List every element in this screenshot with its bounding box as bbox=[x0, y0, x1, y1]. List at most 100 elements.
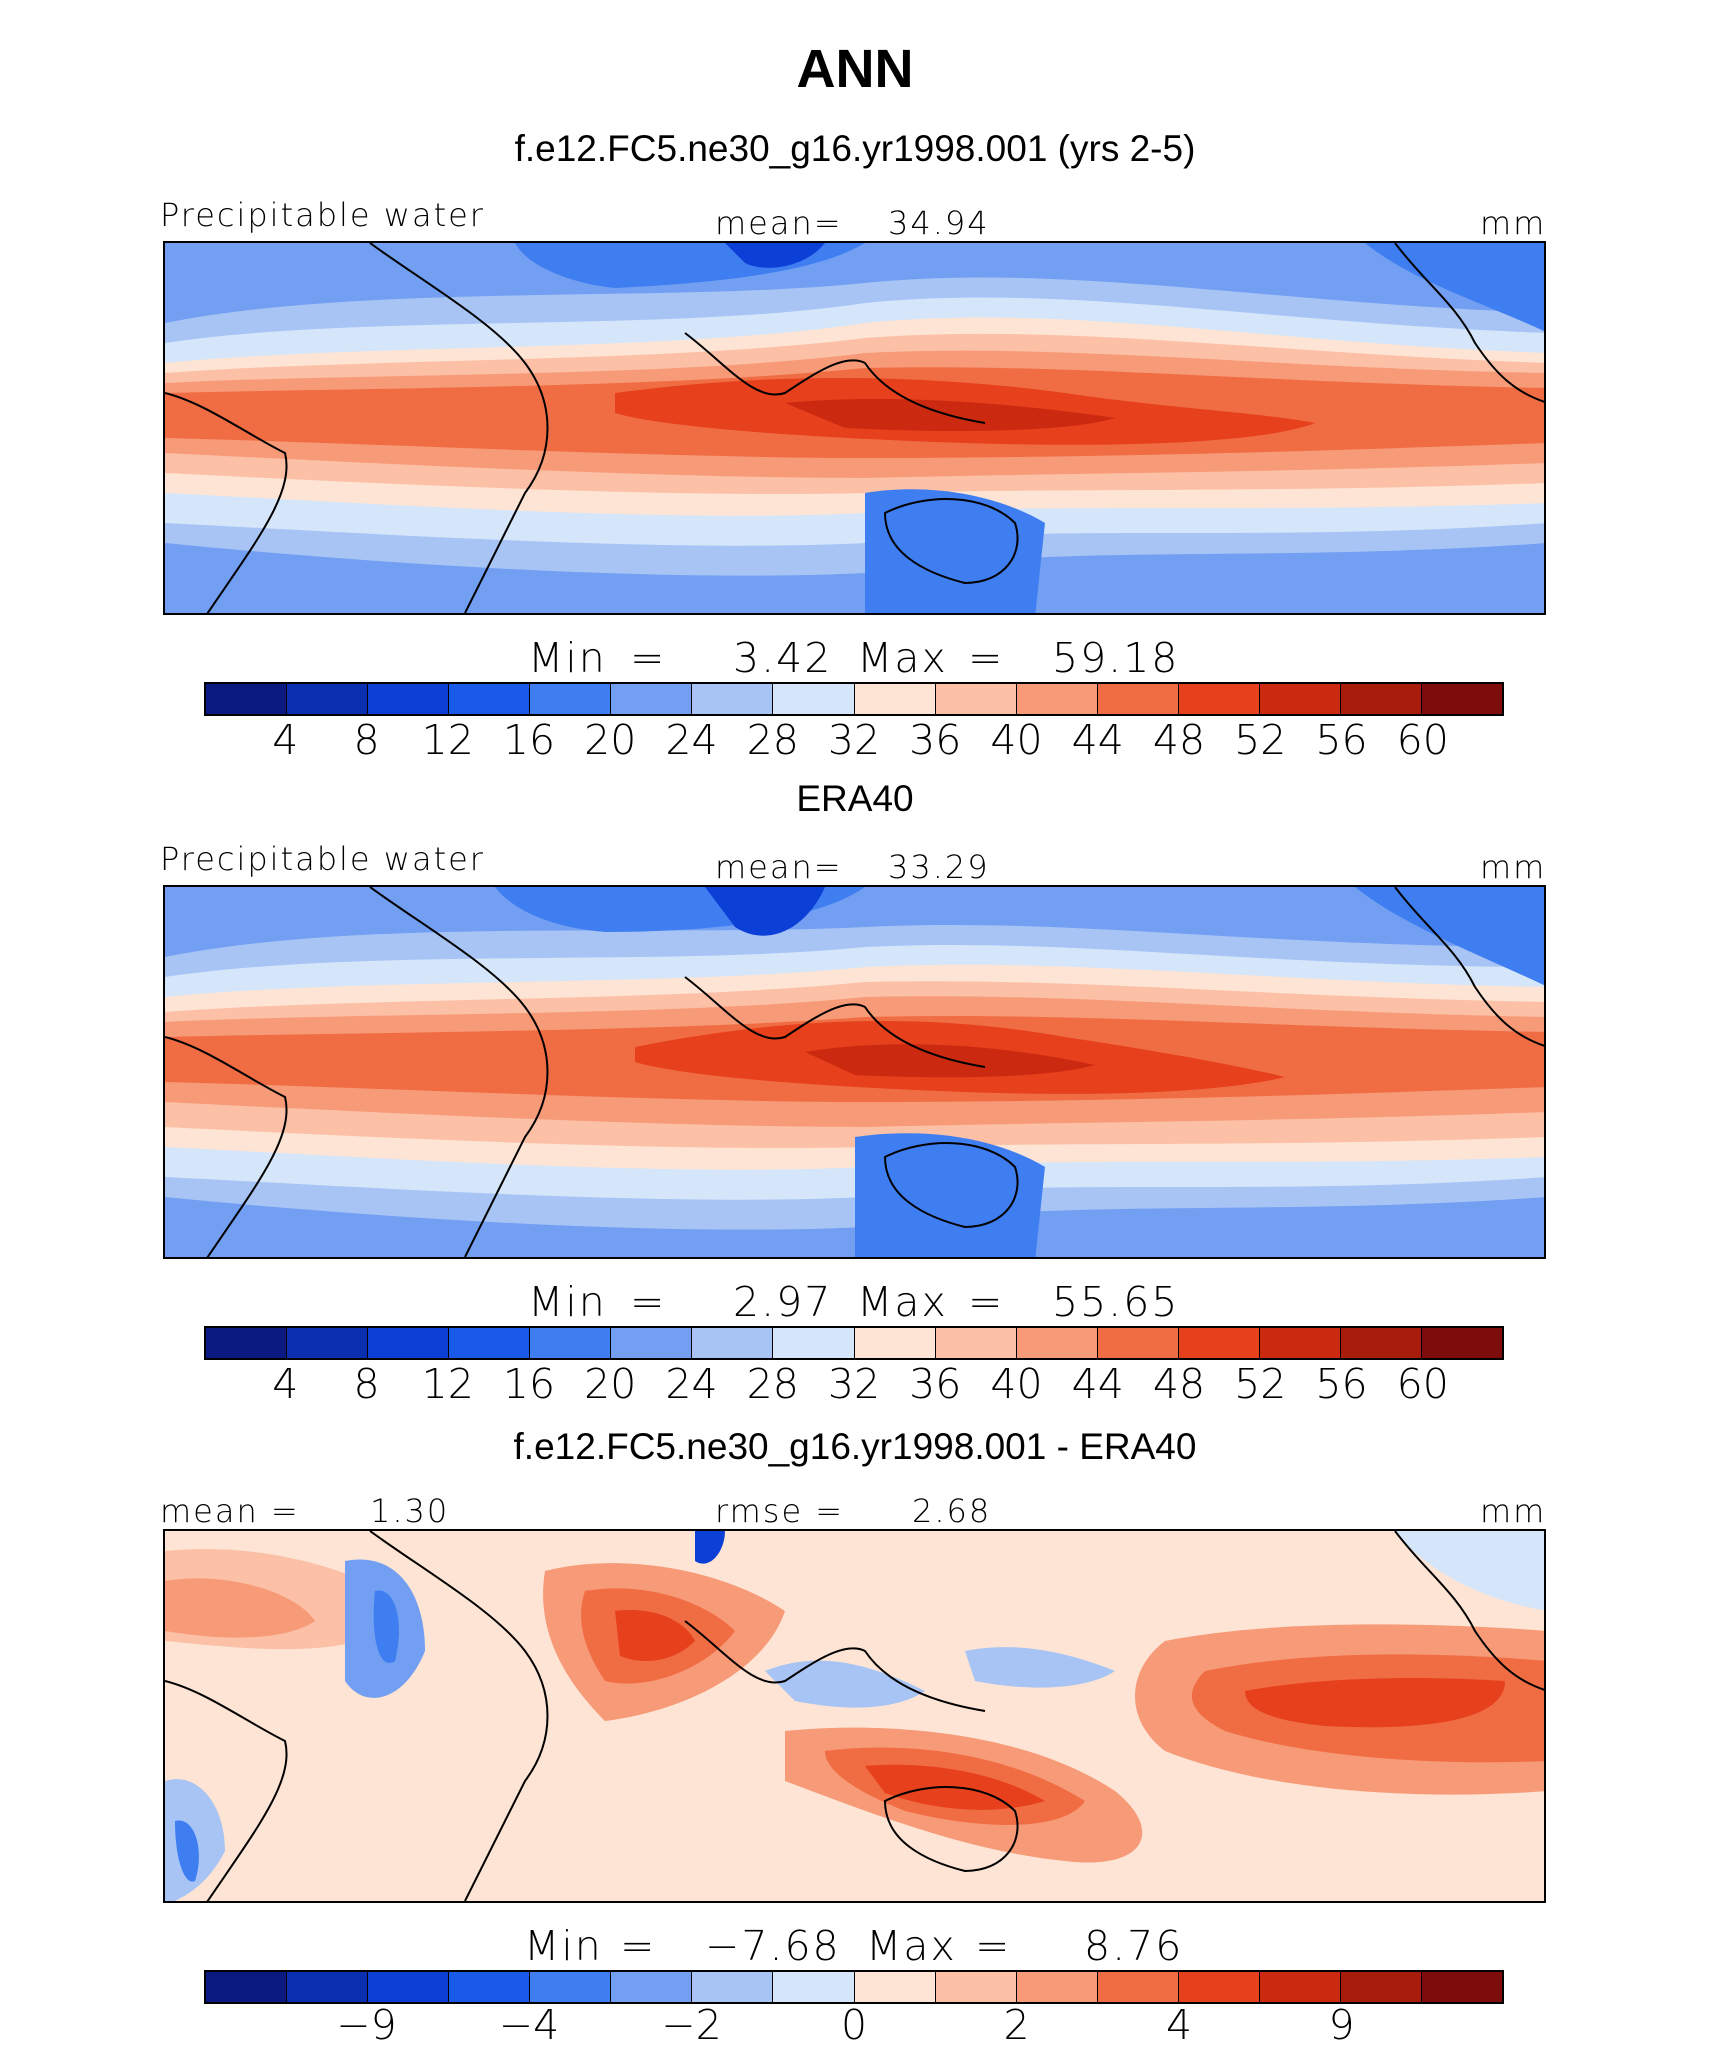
colorbar-tick-label: 56 bbox=[1315, 1360, 1368, 1408]
panel-2-contour-field bbox=[165, 887, 1544, 1257]
colorbar-tick-label: 2 bbox=[1003, 2001, 1030, 2049]
colorbar-swatch bbox=[692, 1972, 774, 2002]
colorbar-tick-label: 12 bbox=[421, 716, 474, 764]
colorbar-tick-label: −2 bbox=[661, 2001, 722, 2049]
panel-1-min-value: 3.42 bbox=[733, 634, 833, 682]
colorbar-tick-label: 16 bbox=[502, 1360, 556, 1408]
colorbar-tick-label: 60 bbox=[1396, 1360, 1449, 1408]
colorbar-swatch bbox=[1178, 1972, 1260, 2002]
colorbar-swatch bbox=[1178, 1328, 1260, 1358]
colorbar-tick-label: 40 bbox=[990, 716, 1043, 764]
colorbar-tick-label: 44 bbox=[1071, 1360, 1124, 1408]
colorbar-tick-label: 0 bbox=[840, 2001, 868, 2049]
panel-2-min-eq: = bbox=[630, 1278, 667, 1326]
colorbar-tick-label: 12 bbox=[421, 1360, 474, 1408]
colorbar-swatch bbox=[611, 1972, 693, 2002]
colorbar-tick-label: 32 bbox=[827, 716, 881, 764]
colorbar-swatch bbox=[287, 1972, 369, 2002]
colorbar-tick-label: 28 bbox=[746, 1360, 799, 1408]
panel-3-colorbar bbox=[204, 1970, 1504, 2004]
colorbar-tick-label: −4 bbox=[498, 2001, 560, 2049]
colorbar-swatch bbox=[1016, 1972, 1098, 2002]
colorbar-tick-label: 36 bbox=[909, 1360, 962, 1408]
colorbar-swatch bbox=[854, 1972, 936, 2002]
colorbar-tick-label: 4 bbox=[272, 716, 299, 764]
colorbar-swatch bbox=[1340, 1328, 1422, 1358]
colorbar-swatch bbox=[206, 684, 288, 714]
panel-1-mean-label: mean= bbox=[715, 204, 843, 242]
colorbar-swatch bbox=[935, 1328, 1017, 1358]
panel-3-title: f.e12.FC5.ne30_g16.yr1998.001 - ERA40 bbox=[513, 1426, 1197, 1467]
colorbar-tick-label: 16 bbox=[502, 716, 556, 764]
panel-3-min-eq: = bbox=[620, 1922, 657, 1970]
panel-2-map bbox=[163, 885, 1546, 1259]
panel-1-max-label: Max bbox=[857, 634, 948, 682]
colorbar-swatch bbox=[1421, 1972, 1502, 2002]
panel-2-units: mm bbox=[1480, 848, 1547, 886]
panel-3-rmse-value: 2.68 bbox=[912, 1492, 992, 1530]
panel-1-contour-field bbox=[165, 243, 1544, 613]
colorbar-swatch bbox=[854, 1328, 936, 1358]
panel-3-units: mm bbox=[1480, 1492, 1547, 1530]
colorbar-swatch bbox=[773, 1972, 855, 2002]
colorbar-swatch bbox=[530, 1328, 612, 1358]
colorbar-swatch bbox=[530, 1972, 612, 2002]
colorbar-tick-label: 4 bbox=[272, 1360, 299, 1408]
colorbar-swatch bbox=[206, 1972, 288, 2002]
colorbar-swatch bbox=[935, 1972, 1017, 2002]
colorbar-tick-label: 8 bbox=[353, 1360, 380, 1408]
panel-2-mean-value: 33.29 bbox=[888, 848, 990, 886]
colorbar-tick-label: 48 bbox=[1152, 716, 1206, 764]
colorbar-swatch bbox=[1016, 1328, 1098, 1358]
panel-2-max-value: 55.65 bbox=[1052, 1278, 1180, 1326]
panel-3-mean-value: 1.30 bbox=[370, 1492, 450, 1530]
panel-3-max-value: 8.76 bbox=[1084, 1922, 1184, 1970]
colorbar-tick-label: 48 bbox=[1152, 1360, 1206, 1408]
panel-3-contour-field bbox=[165, 1531, 1544, 1901]
colorbar-swatch bbox=[611, 684, 693, 714]
colorbar-tick-label: 40 bbox=[990, 1360, 1043, 1408]
colorbar-tick-label: 60 bbox=[1396, 716, 1449, 764]
panel-1-min-eq: = bbox=[630, 634, 667, 682]
colorbar-tick-label: 8 bbox=[353, 716, 380, 764]
colorbar-swatch bbox=[1259, 1328, 1341, 1358]
colorbar-tick-label: 52 bbox=[1234, 716, 1287, 764]
colorbar-swatch bbox=[1259, 684, 1341, 714]
panel-3-min-label: Min bbox=[524, 1922, 603, 1970]
colorbar-tick-label: 9 bbox=[1328, 2001, 1355, 2049]
colorbar-swatch bbox=[1097, 1972, 1179, 2002]
colorbar-swatch bbox=[1421, 1328, 1502, 1358]
colorbar-swatch bbox=[1097, 1328, 1179, 1358]
panel-1-units: mm bbox=[1480, 204, 1547, 242]
colorbar-swatch bbox=[206, 1328, 288, 1358]
colorbar-swatch bbox=[1421, 684, 1502, 714]
colorbar-swatch bbox=[368, 1972, 450, 2002]
colorbar-tick-label: 44 bbox=[1071, 716, 1124, 764]
colorbar-tick-label: 36 bbox=[909, 716, 962, 764]
panel-2-min-label: Min bbox=[528, 1278, 607, 1326]
colorbar-swatch bbox=[530, 684, 612, 714]
colorbar-swatch bbox=[935, 684, 1017, 714]
colorbar-swatch bbox=[854, 684, 936, 714]
colorbar-tick-label: 20 bbox=[584, 1360, 637, 1408]
colorbar-tick-label: 24 bbox=[665, 1360, 718, 1408]
panel-1-colorbar bbox=[204, 682, 1504, 716]
panel-2-variable-label: Precipitable water bbox=[160, 840, 485, 878]
panel-1-map bbox=[163, 241, 1546, 615]
colorbar-tick-label: 4 bbox=[1165, 2001, 1193, 2049]
colorbar-swatch bbox=[773, 684, 855, 714]
panel-3-mean-label: mean = bbox=[160, 1492, 300, 1530]
colorbar-swatch bbox=[1259, 1972, 1341, 2002]
colorbar-swatch bbox=[287, 684, 369, 714]
colorbar-swatch bbox=[287, 1328, 369, 1358]
colorbar-swatch bbox=[692, 684, 774, 714]
colorbar-swatch bbox=[449, 684, 531, 714]
panel-1-max-eq: = bbox=[968, 634, 1005, 682]
colorbar-swatch bbox=[449, 1328, 531, 1358]
colorbar-swatch bbox=[611, 1328, 693, 1358]
colorbar-tick-label: 28 bbox=[746, 716, 799, 764]
colorbar-tick-label: 56 bbox=[1315, 716, 1368, 764]
panel-3-max-label: Max bbox=[866, 1922, 957, 1970]
panel-2-max-eq: = bbox=[968, 1278, 1005, 1326]
colorbar-swatch bbox=[368, 1328, 450, 1358]
